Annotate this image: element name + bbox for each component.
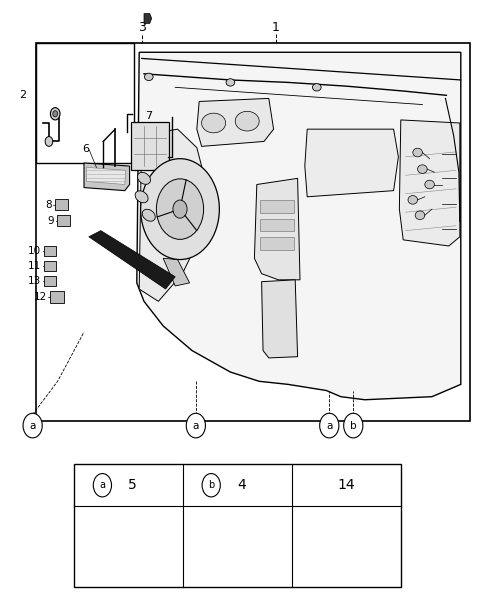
Polygon shape [139, 129, 206, 301]
Polygon shape [344, 557, 349, 560]
Circle shape [53, 111, 58, 117]
Text: 8: 8 [45, 200, 52, 210]
Text: 2: 2 [19, 90, 26, 100]
Ellipse shape [341, 526, 352, 534]
FancyBboxPatch shape [57, 215, 70, 226]
Ellipse shape [123, 526, 134, 534]
Text: b: b [350, 421, 357, 430]
Polygon shape [305, 129, 398, 197]
Ellipse shape [144, 73, 153, 81]
Ellipse shape [135, 191, 148, 203]
Polygon shape [399, 120, 460, 246]
Text: a: a [326, 421, 333, 430]
Circle shape [50, 108, 60, 120]
Ellipse shape [312, 84, 321, 91]
Text: 7: 7 [145, 111, 152, 121]
FancyBboxPatch shape [50, 291, 64, 303]
Circle shape [186, 413, 205, 438]
Ellipse shape [226, 79, 235, 86]
Polygon shape [235, 557, 240, 560]
Text: 14: 14 [337, 478, 355, 492]
Ellipse shape [235, 111, 259, 131]
Ellipse shape [202, 113, 226, 133]
Ellipse shape [415, 211, 425, 220]
FancyBboxPatch shape [235, 533, 240, 557]
Circle shape [202, 474, 220, 497]
Circle shape [45, 137, 53, 146]
Text: 11: 11 [28, 261, 41, 271]
Text: a: a [192, 421, 199, 430]
Text: 6: 6 [82, 144, 89, 154]
Ellipse shape [408, 196, 418, 204]
Circle shape [23, 413, 42, 438]
FancyBboxPatch shape [44, 261, 56, 271]
Text: b: b [208, 480, 215, 490]
Ellipse shape [232, 526, 243, 534]
FancyBboxPatch shape [36, 43, 470, 421]
Text: 9: 9 [48, 216, 54, 226]
Circle shape [93, 474, 111, 497]
FancyBboxPatch shape [260, 219, 294, 231]
Text: 13: 13 [28, 276, 41, 286]
Polygon shape [197, 98, 274, 146]
FancyBboxPatch shape [44, 276, 56, 286]
Circle shape [156, 179, 204, 239]
Polygon shape [126, 557, 131, 560]
Circle shape [344, 413, 363, 438]
Circle shape [320, 413, 339, 438]
Text: 4: 4 [237, 478, 246, 492]
FancyBboxPatch shape [126, 533, 131, 557]
FancyBboxPatch shape [74, 464, 401, 587]
Polygon shape [144, 14, 152, 23]
Ellipse shape [123, 528, 134, 537]
Text: 1: 1 [272, 21, 280, 34]
Ellipse shape [341, 528, 352, 537]
Ellipse shape [425, 180, 434, 189]
Text: 12: 12 [34, 292, 47, 302]
Polygon shape [84, 163, 130, 191]
Text: 3: 3 [138, 21, 145, 34]
Polygon shape [89, 231, 175, 289]
FancyBboxPatch shape [260, 200, 294, 213]
Circle shape [141, 159, 219, 260]
FancyBboxPatch shape [344, 533, 349, 557]
Polygon shape [137, 52, 461, 400]
FancyBboxPatch shape [260, 237, 294, 250]
Ellipse shape [142, 209, 156, 221]
Text: a: a [29, 421, 36, 430]
Polygon shape [254, 178, 300, 280]
Polygon shape [262, 280, 298, 358]
FancyBboxPatch shape [44, 246, 56, 256]
Text: a: a [99, 480, 106, 490]
FancyBboxPatch shape [36, 43, 134, 163]
Circle shape [173, 200, 187, 218]
Ellipse shape [232, 528, 243, 537]
Ellipse shape [418, 165, 427, 173]
Polygon shape [86, 167, 126, 184]
FancyBboxPatch shape [55, 199, 68, 210]
Text: 10: 10 [28, 246, 41, 256]
Ellipse shape [137, 172, 151, 184]
FancyBboxPatch shape [131, 122, 169, 170]
Ellipse shape [413, 148, 422, 157]
Polygon shape [163, 258, 190, 286]
Text: 5: 5 [128, 478, 137, 492]
